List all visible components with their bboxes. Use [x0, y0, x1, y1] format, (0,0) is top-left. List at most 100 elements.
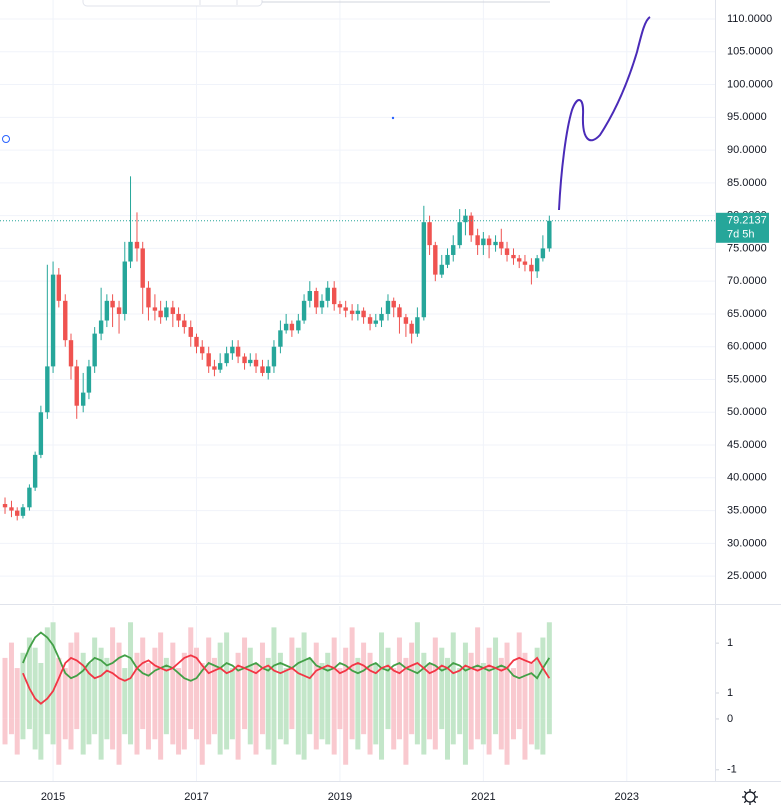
osc-bar: [379, 718, 385, 760]
osc-bar: [414, 622, 420, 719]
osc-bar: [337, 668, 343, 719]
y-tick-label: 95.0000: [727, 111, 767, 123]
osc-bar: [211, 718, 217, 735]
candle-body: [128, 241, 133, 262]
y-tick-label: 75.0000: [727, 242, 767, 254]
osc-bar: [528, 662, 534, 719]
candle-body: [271, 346, 277, 367]
y-tick-label: 45.0000: [727, 439, 767, 451]
osc-bar: [38, 662, 44, 719]
candle-body: [146, 287, 151, 308]
osc-tick-label: 0: [727, 713, 733, 725]
y-tick-label: 55.0000: [727, 373, 767, 385]
x-tick-label: 2019: [328, 791, 352, 803]
candle-body: [224, 353, 229, 364]
osc-bar: [20, 718, 26, 740]
osc-bar: [301, 718, 307, 760]
candle-body: [296, 320, 301, 331]
osc-bar: [181, 652, 187, 719]
candle-body: [80, 392, 86, 406]
osc-bar: [325, 718, 331, 745]
candle-body: [206, 353, 211, 367]
osc-bar: [391, 668, 397, 719]
osc-bar: [104, 718, 110, 740]
osc-bar: [289, 637, 295, 719]
osc-bar: [26, 637, 32, 719]
osc-bar: [145, 662, 151, 719]
osc-bar: [134, 718, 140, 755]
osc-bar: [2, 657, 8, 719]
osc-bar: [14, 668, 20, 719]
osc-bar: [504, 718, 510, 765]
toolbar[interactable]: [82, 0, 263, 7]
osc-bar: [319, 662, 325, 719]
osc-bar: [283, 718, 289, 745]
osc-bar: [534, 718, 540, 750]
candle-layer: [2, 176, 552, 521]
osc-bar: [44, 718, 50, 735]
osc-bar: [468, 652, 474, 719]
osc-bar: [403, 718, 409, 765]
osc-bar: [116, 718, 122, 765]
osc-bar: [295, 718, 301, 755]
osc-bar: [522, 652, 528, 719]
osc-bar: [319, 718, 325, 740]
osc-bar: [516, 718, 522, 730]
candle-body: [38, 412, 44, 455]
osc-bar: [475, 718, 481, 740]
osc-bar: [92, 718, 98, 735]
osc-bar: [337, 718, 343, 730]
x-tick-label: 2017: [184, 791, 208, 803]
settings-icon[interactable]: [742, 789, 758, 805]
osc-bar: [468, 718, 474, 750]
osc-bar: [110, 718, 116, 750]
osc-bar: [193, 647, 199, 719]
candle-body: [445, 254, 450, 265]
candle-body: [451, 245, 456, 255]
osc-bar: [307, 718, 313, 735]
osc-bar: [385, 647, 391, 719]
osc-tick-label: 1: [727, 637, 733, 649]
candle-body: [248, 359, 253, 364]
osc-bar: [199, 718, 205, 765]
candle-body: [164, 307, 169, 318]
osc-bar: [421, 652, 427, 719]
osc-bar: [510, 668, 516, 719]
osc-bar: [158, 632, 164, 719]
osc-bar: [361, 642, 367, 719]
osc-bar: [140, 718, 146, 730]
candle-body: [152, 307, 158, 311]
osc-bar: [158, 718, 164, 760]
osc-bar: [74, 718, 80, 730]
drawing-handle[interactable]: [2, 135, 10, 143]
y-tick-label: 100.0000: [727, 78, 773, 90]
osc-bar: [522, 718, 528, 760]
osc-bar: [56, 718, 62, 765]
osc-bar: [475, 627, 481, 719]
osc-bar: [128, 622, 134, 719]
osc-bar: [445, 657, 451, 719]
candle-body: [349, 310, 355, 314]
osc-bar: [414, 718, 420, 745]
osc-bar: [8, 718, 14, 735]
osc-bar: [50, 622, 56, 719]
osc-bar: [50, 718, 56, 745]
candle-body: [433, 245, 438, 275]
osc-bar: [259, 642, 265, 719]
osc-bar: [379, 632, 385, 719]
osc-bar: [134, 652, 140, 719]
osc-bar: [271, 627, 277, 719]
y-tick-label: 90.0000: [727, 144, 767, 156]
osc-bar: [86, 662, 92, 719]
candle-body: [481, 238, 486, 246]
candle-body: [15, 510, 20, 516]
price-label-layer: 79.2137 7d 5h: [0, 212, 769, 243]
user-drawing[interactable]: [558, 16, 651, 211]
drawing-dot[interactable]: [391, 116, 395, 120]
osc-bar: [224, 632, 230, 719]
osc-bar: [510, 718, 516, 740]
candle-body: [63, 300, 68, 341]
candle-body: [260, 366, 265, 373]
candle-body: [98, 320, 104, 334]
osc-bar: [265, 718, 271, 750]
